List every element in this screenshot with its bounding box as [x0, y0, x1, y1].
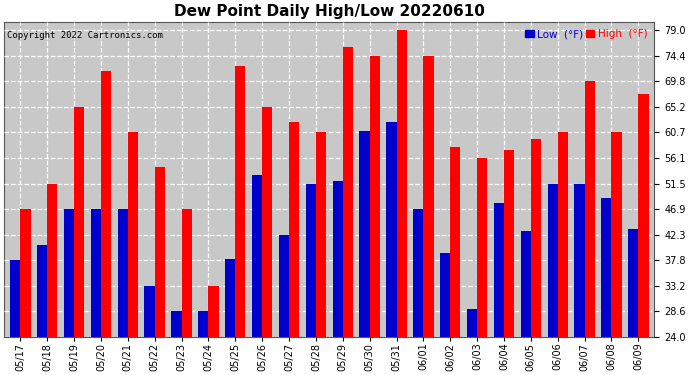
Bar — [504, 150, 514, 337]
Bar — [370, 56, 380, 337]
Bar — [47, 184, 57, 337]
Bar — [316, 132, 326, 337]
Bar — [128, 132, 138, 337]
Bar — [171, 312, 181, 337]
Bar — [558, 132, 568, 337]
Bar — [37, 245, 47, 337]
Bar — [225, 259, 235, 337]
Bar — [279, 235, 289, 337]
Bar — [628, 230, 638, 337]
Bar — [306, 184, 316, 337]
Text: Copyright 2022 Cartronics.com: Copyright 2022 Cartronics.com — [8, 31, 164, 40]
Bar — [397, 30, 406, 337]
Bar — [477, 158, 487, 337]
Bar — [359, 130, 370, 337]
Bar — [63, 209, 74, 337]
Bar — [440, 254, 451, 337]
Bar — [10, 260, 20, 337]
Bar — [155, 167, 165, 337]
Bar — [531, 139, 541, 337]
Bar — [262, 107, 273, 337]
Bar — [601, 198, 611, 337]
Bar — [101, 71, 111, 337]
Bar — [144, 286, 155, 337]
Bar — [424, 56, 433, 337]
Bar — [74, 107, 84, 337]
Bar — [574, 184, 584, 337]
Bar — [343, 47, 353, 337]
Bar — [638, 94, 649, 337]
Bar — [208, 286, 219, 337]
Bar — [117, 209, 128, 337]
Bar — [467, 309, 477, 337]
Bar — [521, 231, 531, 337]
Bar — [386, 122, 397, 337]
Bar — [252, 175, 262, 337]
Bar — [548, 184, 558, 337]
Legend: Low  (°F), High  (°F): Low (°F), High (°F) — [523, 27, 649, 41]
Bar — [494, 203, 504, 337]
Bar — [20, 209, 30, 337]
Bar — [198, 312, 208, 337]
Bar — [413, 209, 424, 337]
Bar — [584, 81, 595, 337]
Bar — [289, 122, 299, 337]
Title: Dew Point Daily High/Low 20220610: Dew Point Daily High/Low 20220610 — [174, 4, 485, 19]
Bar — [451, 147, 460, 337]
Bar — [235, 66, 246, 337]
Bar — [333, 181, 343, 337]
Bar — [90, 209, 101, 337]
Bar — [611, 132, 622, 337]
Bar — [181, 209, 192, 337]
